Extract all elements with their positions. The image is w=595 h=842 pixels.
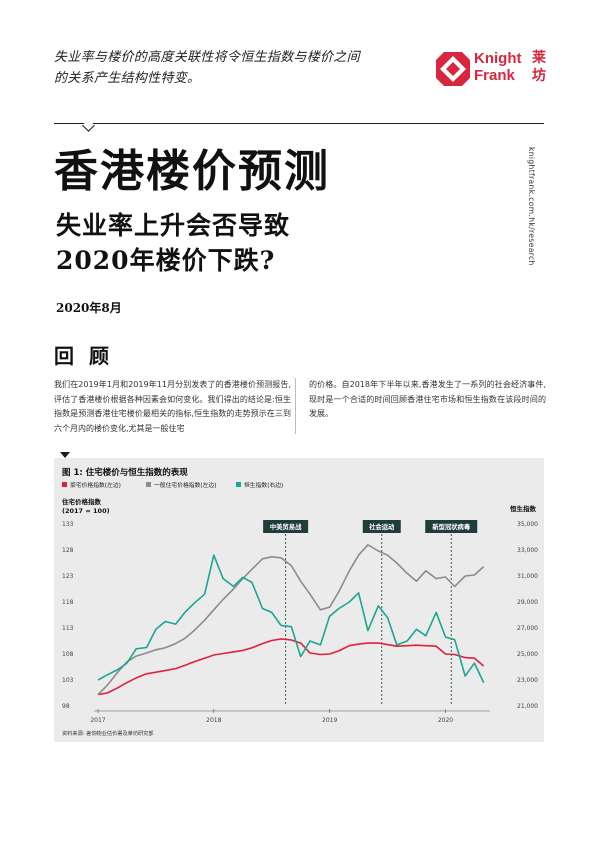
right-tick-label: 29,000: [517, 599, 538, 606]
right-tick-label: 31,000: [517, 573, 538, 580]
publish-date: 2020年8月: [56, 301, 122, 315]
chart-source: 资料来源: 差饷物业估价署及莱坊研究部: [62, 729, 154, 737]
logo-cn-2: 坊: [532, 68, 546, 84]
knight-frank-logo-icon: [436, 52, 470, 86]
right-tick-label: 25,000: [517, 651, 538, 658]
legend-swatch-2: [236, 482, 241, 487]
intro-line-2: 的关系产生结构性特变。: [54, 71, 201, 86]
left-tick-label: 128: [62, 547, 74, 554]
series-line-0: [97, 638, 485, 696]
rule-notch: [82, 119, 95, 132]
left-axis-label-2: (2017 = 100): [62, 507, 110, 515]
left-tick-label: 103: [62, 677, 74, 684]
chart-marker-icon: [60, 452, 70, 458]
subtitle-line-1: 失业率上升会否导致: [56, 211, 291, 240]
chart-x-axis: 2017 2018 2019 2020: [90, 709, 490, 724]
chart-series: [97, 544, 485, 696]
annotation-label-1: 社会运动: [368, 522, 395, 531]
legend-swatch-0: [62, 482, 67, 487]
logo-chinese: 莱 坊: [532, 49, 546, 85]
logo-text-frank: Frank: [474, 67, 515, 84]
legend-label-2: 恒生指数(右边): [244, 481, 283, 489]
legend-label-1: 一般住宅价格指数(左边): [154, 481, 217, 489]
chart-grid: 133 128 123 118 113 108 103 98 35,000 33,000 31,00…: [62, 521, 538, 710]
annotation-label-0: 中美贸易战: [270, 522, 302, 531]
left-tick-label: 118: [62, 599, 74, 606]
left-tick-label: 98: [62, 703, 70, 710]
x-tick-label: 2020: [438, 717, 453, 724]
header-rule: [54, 123, 544, 124]
chart-title: 图 1: 住宅楼价与恒生指数的表现: [62, 467, 188, 478]
annotation-box-0: [263, 520, 309, 533]
left-tick-label: 108: [62, 651, 74, 658]
body-column-2: 的价格。自2018年下半年以来,香港发生了一系列的社会经济事件,现时是一个合适的…: [309, 380, 546, 418]
section-heading: 回 顾: [54, 344, 113, 368]
annotation-box-1: [362, 520, 401, 533]
research-url[interactable]: knightfrank.com.hk/research: [527, 147, 536, 266]
subtitle-line-2: 2020年楼价下跌?: [56, 246, 276, 275]
left-tick-label: 113: [62, 625, 74, 632]
logo-wordmark: Knight Frank: [474, 50, 521, 84]
legend-label-0: 豪宅价格指数(左边): [70, 481, 121, 489]
legend-swatch-1: [146, 482, 151, 487]
page-subtitle: 失业率上升会否导致 2020年楼价下跌?: [56, 208, 290, 278]
right-tick-label: 23,000: [517, 677, 538, 684]
intro-quote: 失业率与楼价的高度关联性将令恒生指数与楼价之间 的关系产生结构性特变。: [54, 47, 414, 89]
logo-cn-1: 莱: [532, 50, 546, 66]
right-tick-label: 27,000: [517, 625, 538, 632]
column-divider: [295, 378, 296, 434]
logo-text-knight: Knight: [474, 50, 522, 67]
chart-legend: 豪宅价格指数(左边) 一般住宅价格指数(左边) 恒生指数(右边): [62, 481, 283, 489]
right-axis-label: 恒生指数: [510, 504, 537, 513]
series-line-2: [97, 554, 485, 683]
left-tick-label: 123: [62, 573, 74, 580]
right-tick-label: 21,000: [517, 703, 538, 710]
left-axis-label-1: 住宅价格指数: [62, 497, 102, 506]
x-tick-label: 2017: [90, 717, 105, 724]
body-column-1: 我们在2019年1月和2019年11月分别发表了的香港楼价预测报告,评估了香港楼…: [54, 380, 291, 433]
right-tick-label: 35,000: [517, 521, 538, 528]
chart-panel: 图 1: 住宅楼价与恒生指数的表现 豪宅价格指数(左边) 一般住宅价格指数(左边)…: [54, 458, 544, 742]
line-chart: 图 1: 住宅楼价与恒生指数的表现 豪宅价格指数(左边) 一般住宅价格指数(左边)…: [62, 467, 538, 737]
right-tick-label: 33,000: [517, 547, 538, 554]
intro-line-1: 失业率与楼价的高度关联性将令恒生指数与楼价之间: [54, 50, 360, 65]
annotation-label-2: 新型冠状病毒: [432, 522, 470, 531]
left-tick-label: 133: [62, 521, 74, 528]
x-tick-label: 2018: [206, 717, 221, 724]
annotation-box-2: [425, 520, 478, 533]
page-title: 香港楼价预测: [54, 146, 330, 197]
series-line-1: [97, 544, 485, 696]
chart-annotations: 中美贸易战 社会运动 新型冠状病毒: [263, 520, 478, 706]
x-tick-label: 2019: [322, 717, 337, 724]
